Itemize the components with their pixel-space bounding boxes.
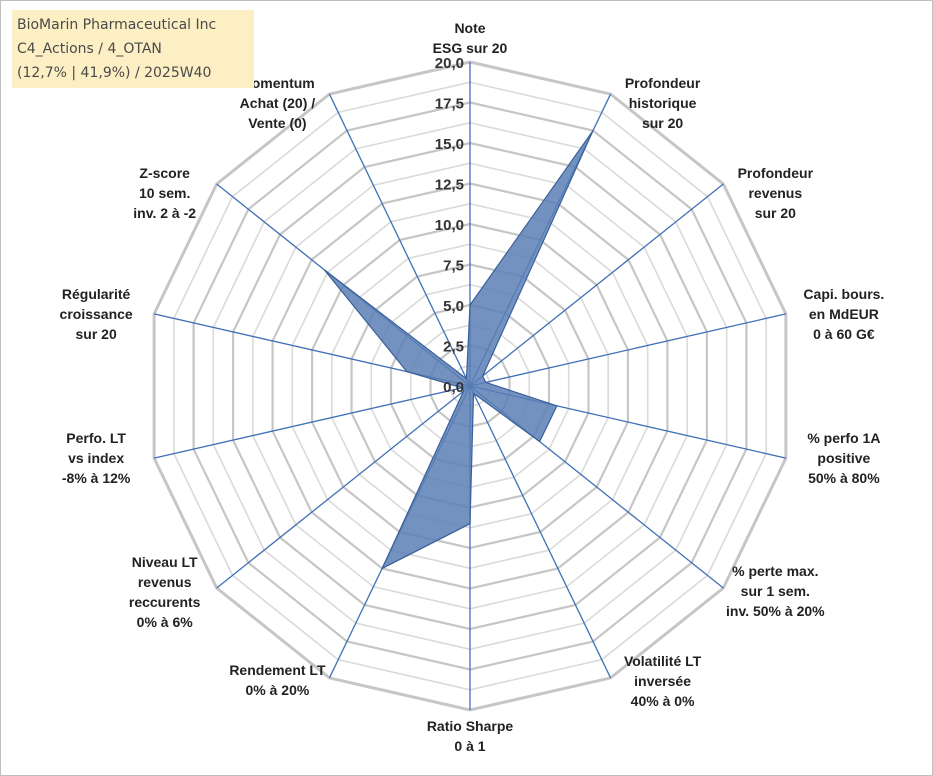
tick-label: 17,5 [435, 96, 464, 113]
axis-spoke [469, 385, 612, 679]
axis-spoke [469, 313, 787, 387]
tick-label: 2,5 [443, 339, 464, 356]
axis-spoke [328, 93, 471, 387]
axis-label: Profondeur revenus sur 20 [738, 165, 814, 221]
axis-label: Volatilité LT inversée 40% à 0% [624, 653, 702, 709]
series-area [323, 130, 594, 570]
axis-label: Momentum Achat (20) / Vente (0) [240, 75, 316, 131]
tick-label: 10,0 [435, 217, 464, 234]
title-line-company: BioMarin Pharmaceutical Inc [17, 17, 217, 33]
chart-title-box: BioMarin Pharmaceutical Inc C4_Actions /… [12, 10, 254, 88]
axis-spoke [153, 385, 471, 459]
data-series [323, 130, 594, 570]
tick-label: 5,0 [443, 298, 464, 315]
title-line-category: C4_Actions / 4_OTAN [17, 41, 162, 57]
axis-spoke [469, 183, 724, 387]
axis-labels: Note ESG sur 20 Profondeur historique sur 20… [60, 20, 885, 754]
axis-label: Profondeur historique sur 20 [625, 75, 701, 131]
axis-label: Ratio Sharpe 0 à 1 [427, 718, 514, 754]
axis-label: Niveau LT revenus reccurents 0% à 6% [129, 554, 201, 630]
axis-label: Régularité croissance sur 20 [60, 286, 133, 342]
radial-tick-labels: 0,0 2,5 5,0 7,5 10,0 12,5 15,0 17,5 20,0 [435, 55, 464, 396]
axis-label: % perte max. sur 1 sem. inv. 50% à 20% [726, 563, 825, 619]
axis-label: Capi. bours. en MdEUR 0 à 60 G€ [803, 286, 884, 342]
tick-label: 20,0 [435, 55, 464, 72]
axis-label: Z-score 10 sem. inv. 2 à -2 [133, 165, 196, 221]
axis-spoke [216, 385, 471, 589]
axis-label: Perfo. LT vs index -8% à 12% [62, 430, 131, 486]
axis-label: Rendement LT 0% à 20% [229, 662, 326, 698]
tick-label: 7,5 [443, 258, 464, 275]
title-line-period: (12,7% | 41,9%) / 2025W40 [17, 65, 212, 81]
axis-label: Note ESG sur 20 [433, 20, 508, 56]
tick-label: 15,0 [435, 136, 464, 153]
tick-label: 12,5 [435, 177, 464, 194]
axis-label: % perfo 1A positive 50% à 80% [807, 430, 880, 486]
tick-label: 0,0 [443, 379, 464, 396]
